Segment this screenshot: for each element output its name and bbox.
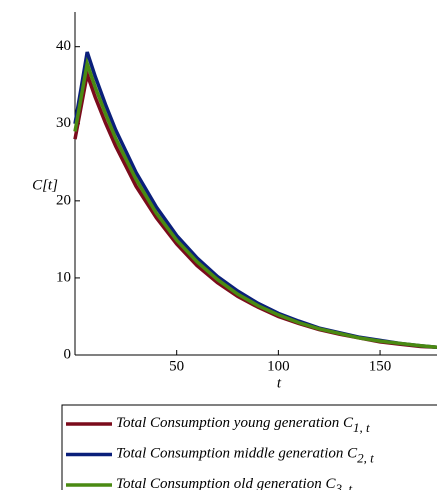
y-tick-label: 40 xyxy=(56,38,71,54)
legend-label: Total Consumption middle generation C2, … xyxy=(116,446,374,466)
legend-box xyxy=(61,404,437,490)
x-tick-label: 150 xyxy=(369,358,392,374)
legend-label: Total Consumption old generation C3, t xyxy=(116,476,352,490)
y-axis-label: C[t] xyxy=(32,177,58,193)
legend-label: Total Consumption young generation C1, t xyxy=(116,415,370,435)
x-tick-label: 50 xyxy=(169,358,184,374)
y-tick-label: 20 xyxy=(56,192,71,208)
y-tick-label: 30 xyxy=(56,115,71,131)
x-tick-label: 100 xyxy=(267,358,290,374)
y-tick-label: 0 xyxy=(64,346,72,362)
x-axis-label: t xyxy=(277,375,282,391)
series-line xyxy=(73,56,437,350)
y-tick-label: 10 xyxy=(56,269,71,285)
